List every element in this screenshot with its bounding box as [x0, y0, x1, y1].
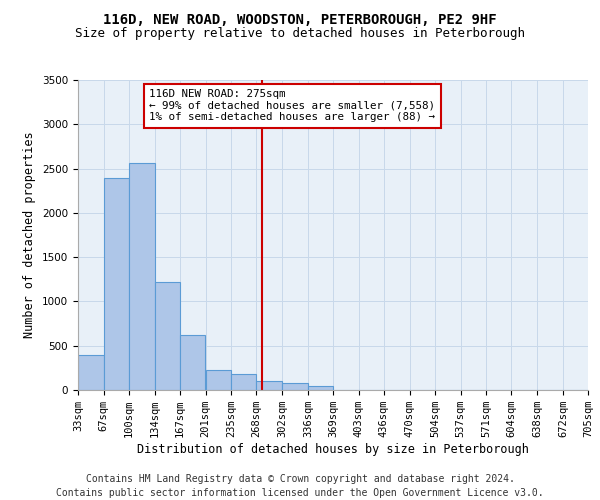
Bar: [155, 282, 179, 390]
Bar: [78, 356, 104, 390]
Text: 116D NEW ROAD: 275sqm
← 99% of detached houses are smaller (7,558)
1% of semi-de: 116D NEW ROAD: 275sqm ← 99% of detached …: [149, 90, 436, 122]
Bar: [256, 381, 282, 390]
Bar: [129, 164, 155, 390]
Bar: [282, 383, 308, 390]
Text: 116D, NEW ROAD, WOODSTON, PETERBOROUGH, PE2 9HF: 116D, NEW ROAD, WOODSTON, PETERBOROUGH, …: [103, 12, 497, 26]
Bar: [205, 370, 232, 390]
Y-axis label: Number of detached properties: Number of detached properties: [23, 132, 37, 338]
Bar: [232, 374, 256, 390]
Bar: [308, 386, 333, 390]
Text: Contains HM Land Registry data © Crown copyright and database right 2024.
Contai: Contains HM Land Registry data © Crown c…: [56, 474, 544, 498]
X-axis label: Distribution of detached houses by size in Peterborough: Distribution of detached houses by size …: [137, 443, 529, 456]
Text: Size of property relative to detached houses in Peterborough: Size of property relative to detached ho…: [75, 28, 525, 40]
Bar: [179, 335, 205, 390]
Bar: [104, 178, 129, 390]
